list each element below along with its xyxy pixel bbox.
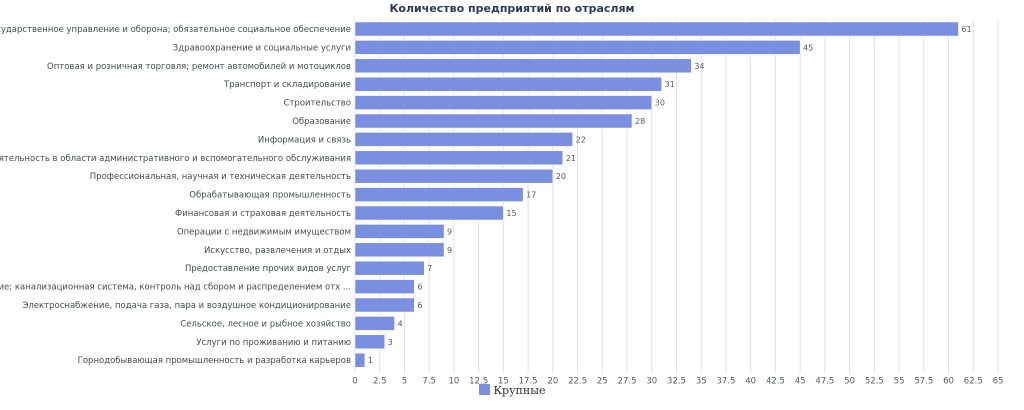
bar[interactable] <box>354 95 653 110</box>
data-label: 28 <box>635 117 645 126</box>
legend-swatch[interactable] <box>478 384 490 395</box>
x-tick-label: 0 <box>352 376 357 386</box>
category-label: Образование <box>292 117 351 127</box>
category-label: Государственное управление и оборона; об… <box>0 25 351 35</box>
category-label: Оптовая и розничная торговля; ремонт авт… <box>47 62 351 72</box>
chart-title: Количество предприятий по отраслям <box>389 2 635 15</box>
data-label: 31 <box>665 80 675 89</box>
bar[interactable] <box>354 21 959 37</box>
x-tick-label: 10 <box>449 376 460 386</box>
x-tick-label: 60 <box>943 376 954 386</box>
x-tick-label: 15 <box>498 376 509 386</box>
bar[interactable] <box>354 334 385 350</box>
data-label: 15 <box>506 209 516 218</box>
x-tick-label: 25 <box>597 376 608 386</box>
data-label: 22 <box>576 135 586 144</box>
category-label: Искусство, развлечения и отдых <box>204 246 351 256</box>
category-label: Профессиональная, научная и техническая … <box>90 172 351 182</box>
x-axis-ticks: 0 2.5 5 7.5 10 12.5 15 17.5 20 22.5 25 27.5 30 32.5 35… <box>352 376 1003 386</box>
bar[interactable] <box>354 40 801 55</box>
category-label: Здравоохранение и социальные услуги <box>173 43 351 53</box>
data-label: 61 <box>961 25 971 34</box>
bar[interactable] <box>354 279 415 294</box>
data-label: 6 <box>417 283 422 292</box>
bar[interactable] <box>354 224 445 239</box>
x-tick-label: 5 <box>402 376 407 386</box>
data-label: 30 <box>655 99 665 108</box>
x-tick-label: 20 <box>547 376 558 386</box>
category-label: Транспорт и складирование <box>223 80 351 90</box>
legend[interactable]: Крупные <box>0 384 1024 397</box>
x-tick-label: 47.5 <box>815 376 834 386</box>
x-tick-label: 45 <box>795 376 806 386</box>
category-label: Предоставление прочих видов услуг <box>185 264 352 274</box>
x-tick-label: 22.5 <box>568 376 587 386</box>
bar[interactable] <box>354 113 633 129</box>
bar[interactable] <box>354 58 692 74</box>
x-tick-label: 17.5 <box>519 376 538 386</box>
bar[interactable] <box>354 242 445 258</box>
data-label: 4 <box>398 319 403 328</box>
data-label: 6 <box>417 301 422 310</box>
x-tick-label: 57.5 <box>914 376 933 386</box>
category-label: Услуги по проживанию и питанию <box>196 338 351 348</box>
x-tick-label: 52.5 <box>865 376 884 386</box>
legend-label[interactable]: Крупные <box>493 384 546 397</box>
x-tick-label: 35 <box>696 376 707 386</box>
bar[interactable] <box>354 150 563 166</box>
x-tick-label: 55 <box>894 376 905 386</box>
category-label: Строительство <box>284 99 351 109</box>
x-tick-label: 2.5 <box>373 376 387 386</box>
data-label: 20 <box>556 172 566 181</box>
category-label: Водоснабжение; канализационная система, … <box>0 283 351 293</box>
data-label: 9 <box>447 246 452 255</box>
bar[interactable] <box>354 205 504 221</box>
x-tick-label: 65 <box>993 376 1004 386</box>
data-label: 45 <box>803 43 813 52</box>
data-label: 9 <box>447 227 452 236</box>
category-label: Электроснабжение, подача газа, пара и во… <box>22 301 351 311</box>
bar[interactable] <box>354 187 524 202</box>
category-label: Финансовая и страховая деятельность <box>175 209 351 219</box>
x-tick-label: 62.5 <box>964 376 983 386</box>
bar-layer <box>354 21 959 368</box>
data-label: 21 <box>566 154 576 163</box>
x-tick-label: 32.5 <box>667 376 686 386</box>
bar[interactable] <box>354 316 395 331</box>
x-tick-label: 12.5 <box>469 376 488 386</box>
x-tick-label: 27.5 <box>618 376 637 386</box>
data-label: 3 <box>388 338 393 347</box>
x-tick-label: 42.5 <box>766 376 785 386</box>
data-label: 1 <box>368 356 373 365</box>
category-label: Деятельность в области административного… <box>0 154 351 164</box>
data-label: 17 <box>526 191 536 200</box>
bar[interactable] <box>354 132 573 147</box>
category-label: Горнодобывающая промышленность и разрабо… <box>78 356 351 366</box>
x-tick-label: 7.5 <box>422 376 436 386</box>
bar[interactable] <box>354 260 425 276</box>
category-label: Обрабатывающая промышленность <box>189 191 351 201</box>
category-label: Сельское, лесное и рыбное хозяйство <box>180 319 351 329</box>
data-label: 34 <box>694 62 704 71</box>
bar[interactable] <box>354 297 415 313</box>
bar[interactable] <box>354 352 366 368</box>
category-label: Операции с недвижимым имуществом <box>177 227 351 237</box>
data-label: 7 <box>427 264 432 273</box>
category-labels: Государственное управление и оборона; об… <box>0 25 352 366</box>
x-tick-label: 40 <box>745 376 756 386</box>
bar[interactable] <box>354 76 662 92</box>
bar[interactable] <box>354 168 554 184</box>
x-tick-label: 30 <box>646 376 657 386</box>
x-tick-label: 37.5 <box>716 376 735 386</box>
x-tick-label: 50 <box>844 376 855 386</box>
category-label: Информация и связь <box>258 135 351 145</box>
